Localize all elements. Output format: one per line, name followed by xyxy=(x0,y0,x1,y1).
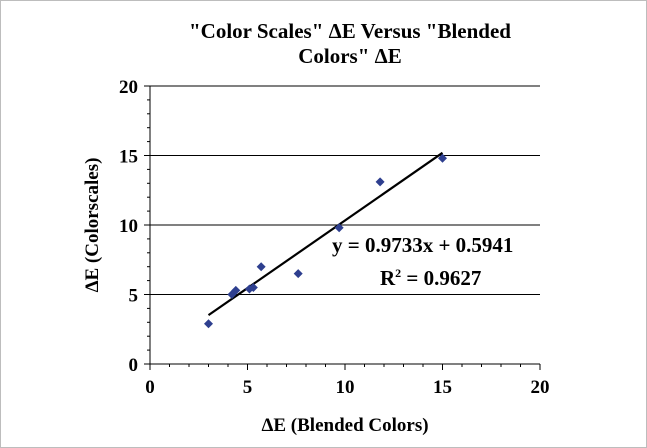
data-point-1 xyxy=(204,319,213,329)
data-point-10 xyxy=(438,153,447,163)
x-tick-label-0: 0 xyxy=(145,377,155,398)
x-tick-label-5: 5 xyxy=(243,377,253,398)
chart-title-line2: Colors" ΔE xyxy=(298,44,402,68)
axes xyxy=(144,85,541,370)
y-tick-label-0: 0 xyxy=(129,355,139,376)
data-point-7 xyxy=(293,269,303,279)
grid-lines xyxy=(150,85,540,295)
y-tick-label-5: 5 xyxy=(129,286,139,307)
chart-title-line1: "Color Scales" ΔE Versus "Blended xyxy=(189,19,511,43)
y-tick-labels: 0 5 10 15 20 xyxy=(119,77,138,376)
x-axis-label: ΔE (Blended Colors) xyxy=(261,415,428,436)
data-point-9 xyxy=(375,177,385,187)
x-tick-label-20: 20 xyxy=(531,377,550,398)
x-tick-label-15: 15 xyxy=(433,377,452,398)
y-tick-label-15: 15 xyxy=(119,147,138,168)
y-tick-label-20: 20 xyxy=(119,77,138,98)
trendline-equation: y = 0.9733x + 0.5941 xyxy=(332,233,513,257)
y-tick-label-10: 10 xyxy=(119,216,138,237)
data-point-6 xyxy=(256,262,266,272)
data-point-3 xyxy=(231,285,241,295)
r-squared-label: R2 = 0.9627 xyxy=(380,266,481,290)
data-point-8 xyxy=(334,223,344,233)
y-axis-label: ΔE (Colorscales) xyxy=(82,158,103,293)
x-tick-label-10: 10 xyxy=(336,377,355,398)
data-points xyxy=(204,153,447,329)
x-tick-labels: 0 5 10 15 20 xyxy=(145,377,549,398)
data-point-5 xyxy=(248,283,258,293)
